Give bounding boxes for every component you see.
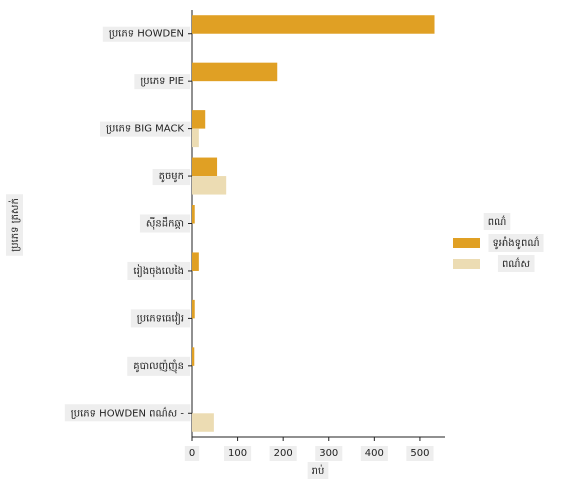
x-axis-label: រាប់ — [312, 464, 325, 477]
bar — [192, 299, 195, 319]
label-box — [483, 213, 511, 230]
y-tick-label: ប្រភេទ PIE — [140, 76, 184, 87]
y-tick-label: ប្រភេទ BIG MACK — [106, 124, 184, 135]
label-box — [100, 121, 191, 137]
legend-title: ពណ៌ — [488, 215, 507, 228]
label-box — [360, 446, 388, 461]
bar — [192, 205, 195, 224]
label-box — [184, 446, 200, 461]
x-tick-label: 500 — [410, 448, 429, 459]
y-tick-label: តូចមូក — [159, 171, 184, 183]
y-axis-label: ប្រភេទ ត្រសក់ — [8, 198, 21, 252]
bar — [192, 15, 435, 34]
x-tick-label: 400 — [365, 448, 384, 459]
label-box — [139, 214, 190, 233]
label-box — [497, 255, 535, 272]
y-tick-label: ស៊ីនដឹកឆ្កា — [146, 217, 184, 231]
label-box — [488, 234, 544, 252]
bar — [192, 62, 278, 82]
label-box — [102, 26, 190, 42]
label-box — [224, 446, 252, 461]
label-backgrounds — [6, 26, 544, 479]
x-tick-label: 300 — [319, 448, 338, 459]
label-box — [152, 169, 190, 186]
bar — [192, 110, 206, 129]
x-tick-label: 200 — [274, 448, 293, 459]
label-box — [130, 309, 190, 328]
label-box — [134, 74, 190, 90]
y-tick-label: ប្រភេទ HOWDEN — [109, 29, 184, 40]
bar — [192, 176, 227, 195]
label-box — [64, 404, 191, 422]
bar — [192, 157, 218, 177]
y-tick-label: រៀងចុងលេងៃ — [133, 264, 184, 278]
label-box — [406, 446, 434, 461]
y-tick-label: ប្រភេទ HOWDEN ពណ៌ស - — [71, 406, 185, 419]
legend-label: ពណ៌ស — [502, 257, 531, 270]
y-tick-label: ប្រភេទធេវៀរ — [137, 311, 184, 325]
x-tick-label: 100 — [228, 448, 247, 459]
label-box — [6, 194, 23, 256]
label-box — [269, 446, 297, 461]
label-box — [307, 462, 329, 479]
bar — [192, 347, 195, 366]
bar — [192, 252, 199, 271]
x-tick-label: 0 — [189, 448, 195, 459]
bar — [192, 128, 199, 148]
legend-swatch — [453, 259, 480, 269]
bar — [192, 413, 214, 432]
y-tick-label: គូបាលញ៉ញុំន — [133, 359, 184, 374]
label-box — [127, 261, 190, 280]
legend-label: ទូអាំងទូពណ៌ — [492, 236, 539, 250]
legend-swatch — [453, 238, 480, 248]
label-box — [127, 356, 190, 376]
label-box — [315, 446, 343, 461]
